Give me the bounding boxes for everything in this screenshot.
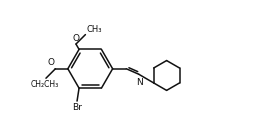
Text: O: O	[47, 58, 54, 67]
Text: CH₃: CH₃	[86, 25, 102, 34]
Text: N: N	[136, 78, 143, 87]
Text: Br: Br	[72, 103, 82, 112]
Text: CH₂CH₃: CH₂CH₃	[31, 80, 59, 89]
Text: O: O	[73, 34, 79, 43]
